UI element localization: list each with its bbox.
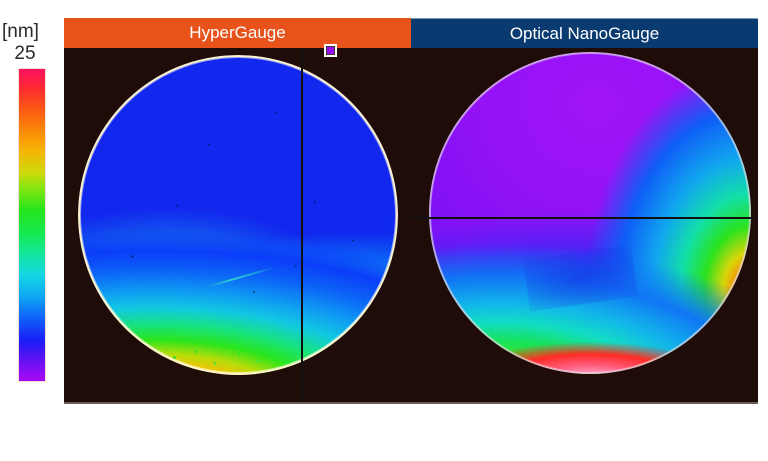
- colorbar-legend: [nm] 25: [0, 20, 62, 390]
- panel-bottom-edge: [64, 402, 758, 404]
- crosshair-vertical-icon[interactable]: [301, 48, 303, 404]
- rainbow-colorbar-icon: [18, 68, 46, 382]
- wafer-stage-right[interactable]: [411, 48, 758, 404]
- wafer-speckle-overlay: [78, 55, 398, 375]
- wafer-edge-defect: [731, 116, 742, 125]
- wafer-map-optical-nanogauge-icon[interactable]: [429, 52, 751, 374]
- crosshair-horizontal-icon[interactable]: [411, 217, 758, 219]
- colorbar-max-label: 25: [14, 43, 36, 64]
- colorbar-unit-label: [nm]: [2, 21, 39, 42]
- panel-title-optical-nanogauge: Optical NanoGauge: [411, 18, 758, 48]
- point-marker-dot: [327, 47, 334, 54]
- panel-title-hypergauge: HyperGauge: [64, 18, 411, 48]
- point-marker-ring: [326, 46, 335, 55]
- wafer-grain-feature: [161, 343, 296, 372]
- wafer-map-panel: HyperGauge Optical NanoGauge: [64, 18, 758, 404]
- point-marker-icon[interactable]: [324, 44, 337, 57]
- wafer-edge-rim: [429, 52, 751, 374]
- wafer-stage-left[interactable]: [64, 48, 411, 404]
- wafer-map-hypergauge-icon[interactable]: [78, 55, 398, 375]
